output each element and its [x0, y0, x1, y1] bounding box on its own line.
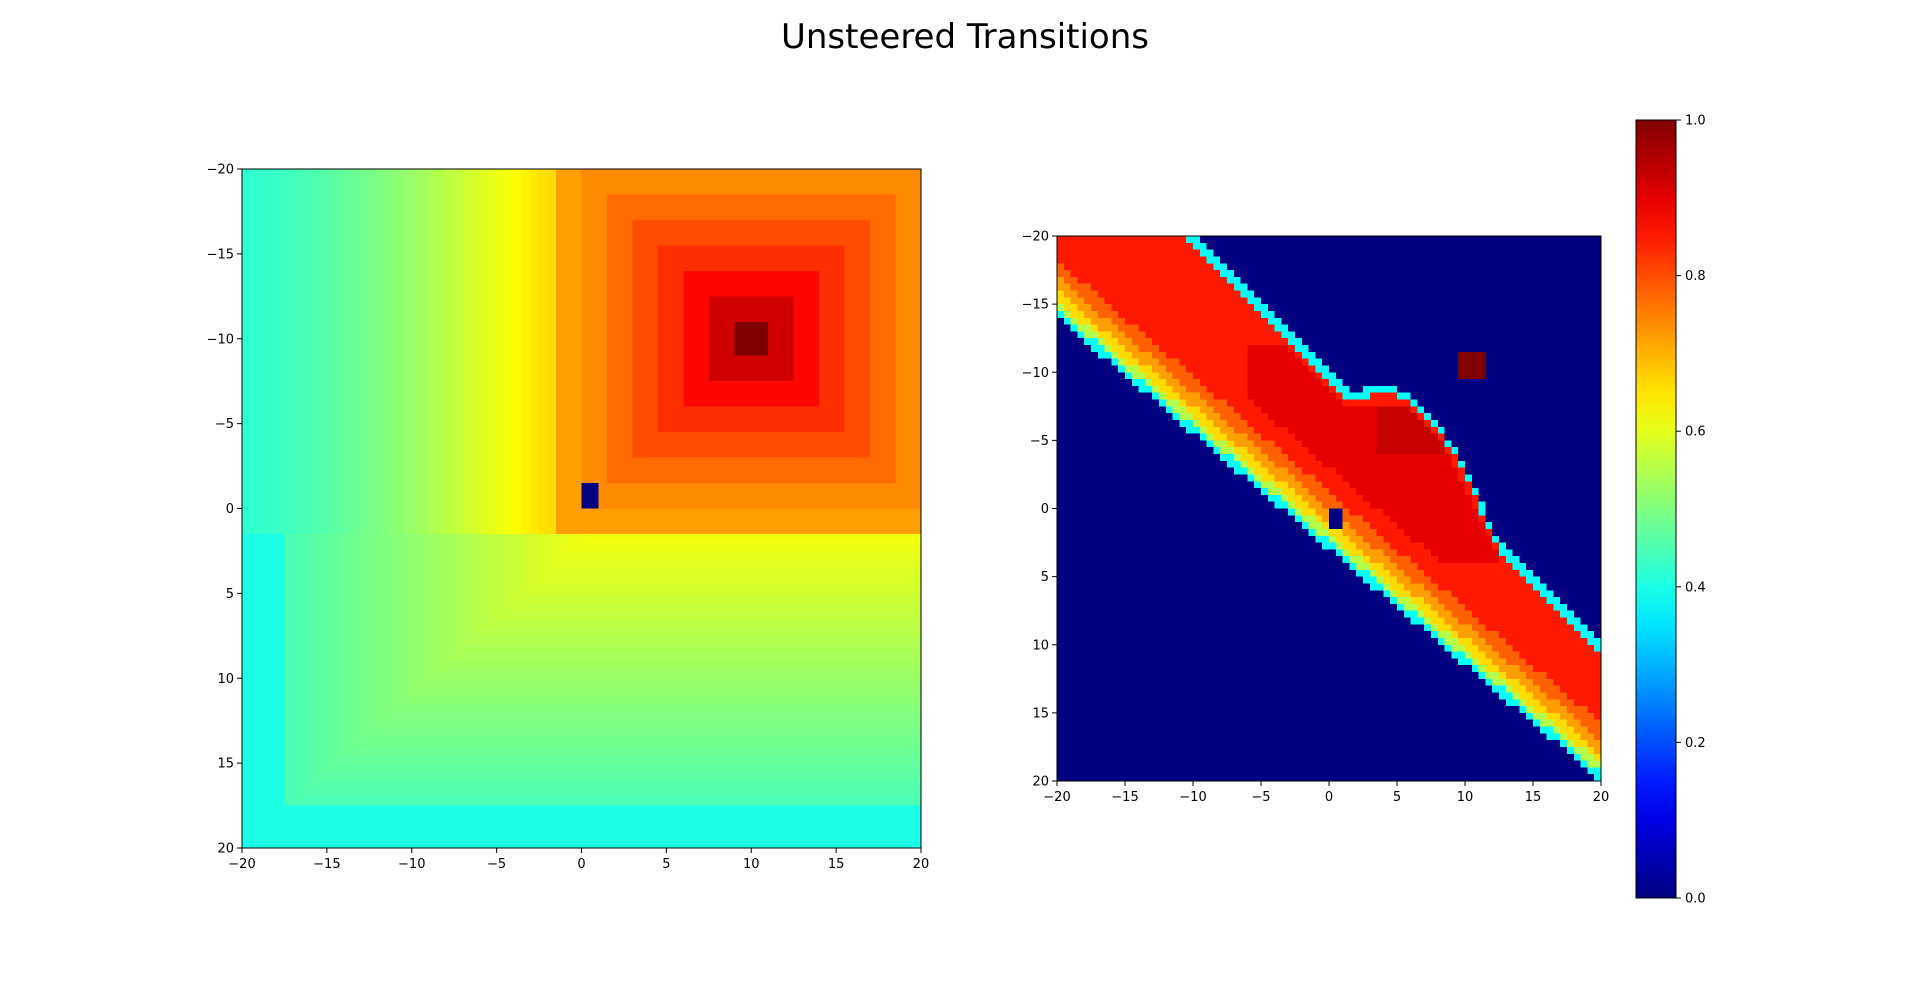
left-y-tick-label: −20 — [207, 163, 234, 178]
left-x-tick-label: −10 — [398, 857, 425, 872]
left-y-tick-label: −5 — [215, 417, 234, 432]
right-x-tick-label: 15 — [1525, 790, 1542, 805]
right-y-tick-label: −15 — [1022, 298, 1049, 313]
colorbar-tick-label: 0.2 — [1685, 736, 1706, 751]
right-heatmap-image — [1057, 236, 1601, 781]
colorbar-gradient — [1636, 120, 1676, 898]
right-y-tick-label: 15 — [1032, 706, 1049, 721]
right-y-tick-label: −5 — [1030, 434, 1049, 449]
right-y-tick-label: 10 — [1032, 638, 1049, 653]
colorbar-tick-label: 0.4 — [1685, 580, 1706, 595]
right-y-tick-label: 5 — [1041, 570, 1049, 585]
right-x-axis: −20 −15 −10 −5 0 5 10 15 20 — [1043, 781, 1609, 805]
colorbar-tick-label: 0.0 — [1685, 892, 1706, 907]
right-x-tick-label: 10 — [1457, 790, 1474, 805]
colorbar-tick-label: 0.8 — [1685, 269, 1706, 284]
right-x-tick-label: −10 — [1179, 790, 1206, 805]
left-y-tick-label: 5 — [226, 587, 234, 602]
left-x-tick-label: 5 — [662, 857, 670, 872]
left-y-axis: −20 −15 −10 −5 0 5 10 15 20 — [207, 163, 242, 857]
left-y-tick-label: 15 — [217, 757, 234, 772]
right-heatmap-panel: −20 −15 −10 −5 0 5 10 15 20 −20 −15 −10 −5 0 5 10 15 20 — [1022, 230, 1610, 806]
figure-title: Unsteered Transitions — [781, 17, 1149, 57]
left-x-tick-label: 20 — [913, 857, 930, 872]
right-y-tick-label: −20 — [1022, 230, 1049, 245]
left-x-axis: −20 −15 −10 −5 0 5 10 15 20 — [228, 848, 929, 872]
left-x-tick-label: −20 — [228, 857, 255, 872]
right-x-tick-label: 20 — [1593, 790, 1610, 805]
left-x-tick-label: −15 — [313, 857, 340, 872]
left-y-tick-label: −15 — [207, 247, 234, 262]
left-y-tick-label: −10 — [207, 332, 234, 347]
colorbar-tick-label: 0.6 — [1685, 425, 1706, 440]
right-y-axis: −20 −15 −10 −5 0 5 10 15 20 — [1022, 230, 1057, 790]
left-x-tick-label: 0 — [577, 857, 585, 872]
left-x-tick-label: 15 — [828, 857, 845, 872]
right-y-tick-label: 0 — [1041, 502, 1049, 517]
colorbar-ticks: 0.0 0.2 0.4 0.6 0.8 1.0 — [1676, 114, 1706, 907]
left-y-tick-label: 0 — [226, 502, 234, 517]
colorbar-frame — [1635, 119, 1677, 899]
colorbar-tick-label: 1.0 — [1685, 114, 1706, 129]
right-x-tick-label: −5 — [1251, 790, 1270, 805]
left-x-tick-label: −5 — [487, 857, 506, 872]
right-x-tick-label: 0 — [1325, 790, 1333, 805]
left-y-tick-label: 10 — [217, 672, 234, 687]
left-heatmap-image — [242, 169, 921, 848]
right-y-tick-label: −10 — [1022, 366, 1049, 381]
right-x-tick-label: 5 — [1393, 790, 1401, 805]
right-y-tick-label: 20 — [1032, 775, 1049, 790]
left-y-tick-label: 20 — [217, 842, 234, 857]
colorbar: 0.0 0.2 0.4 0.6 0.8 1.0 — [1635, 114, 1706, 907]
right-x-tick-label: −20 — [1043, 790, 1070, 805]
left-heatmap-panel: −20 −15 −10 −5 0 5 10 15 20 −20 −15 −10 −5 0 5 10 15 20 — [207, 163, 930, 873]
right-x-tick-label: −15 — [1111, 790, 1138, 805]
left-x-tick-label: 10 — [743, 857, 760, 872]
